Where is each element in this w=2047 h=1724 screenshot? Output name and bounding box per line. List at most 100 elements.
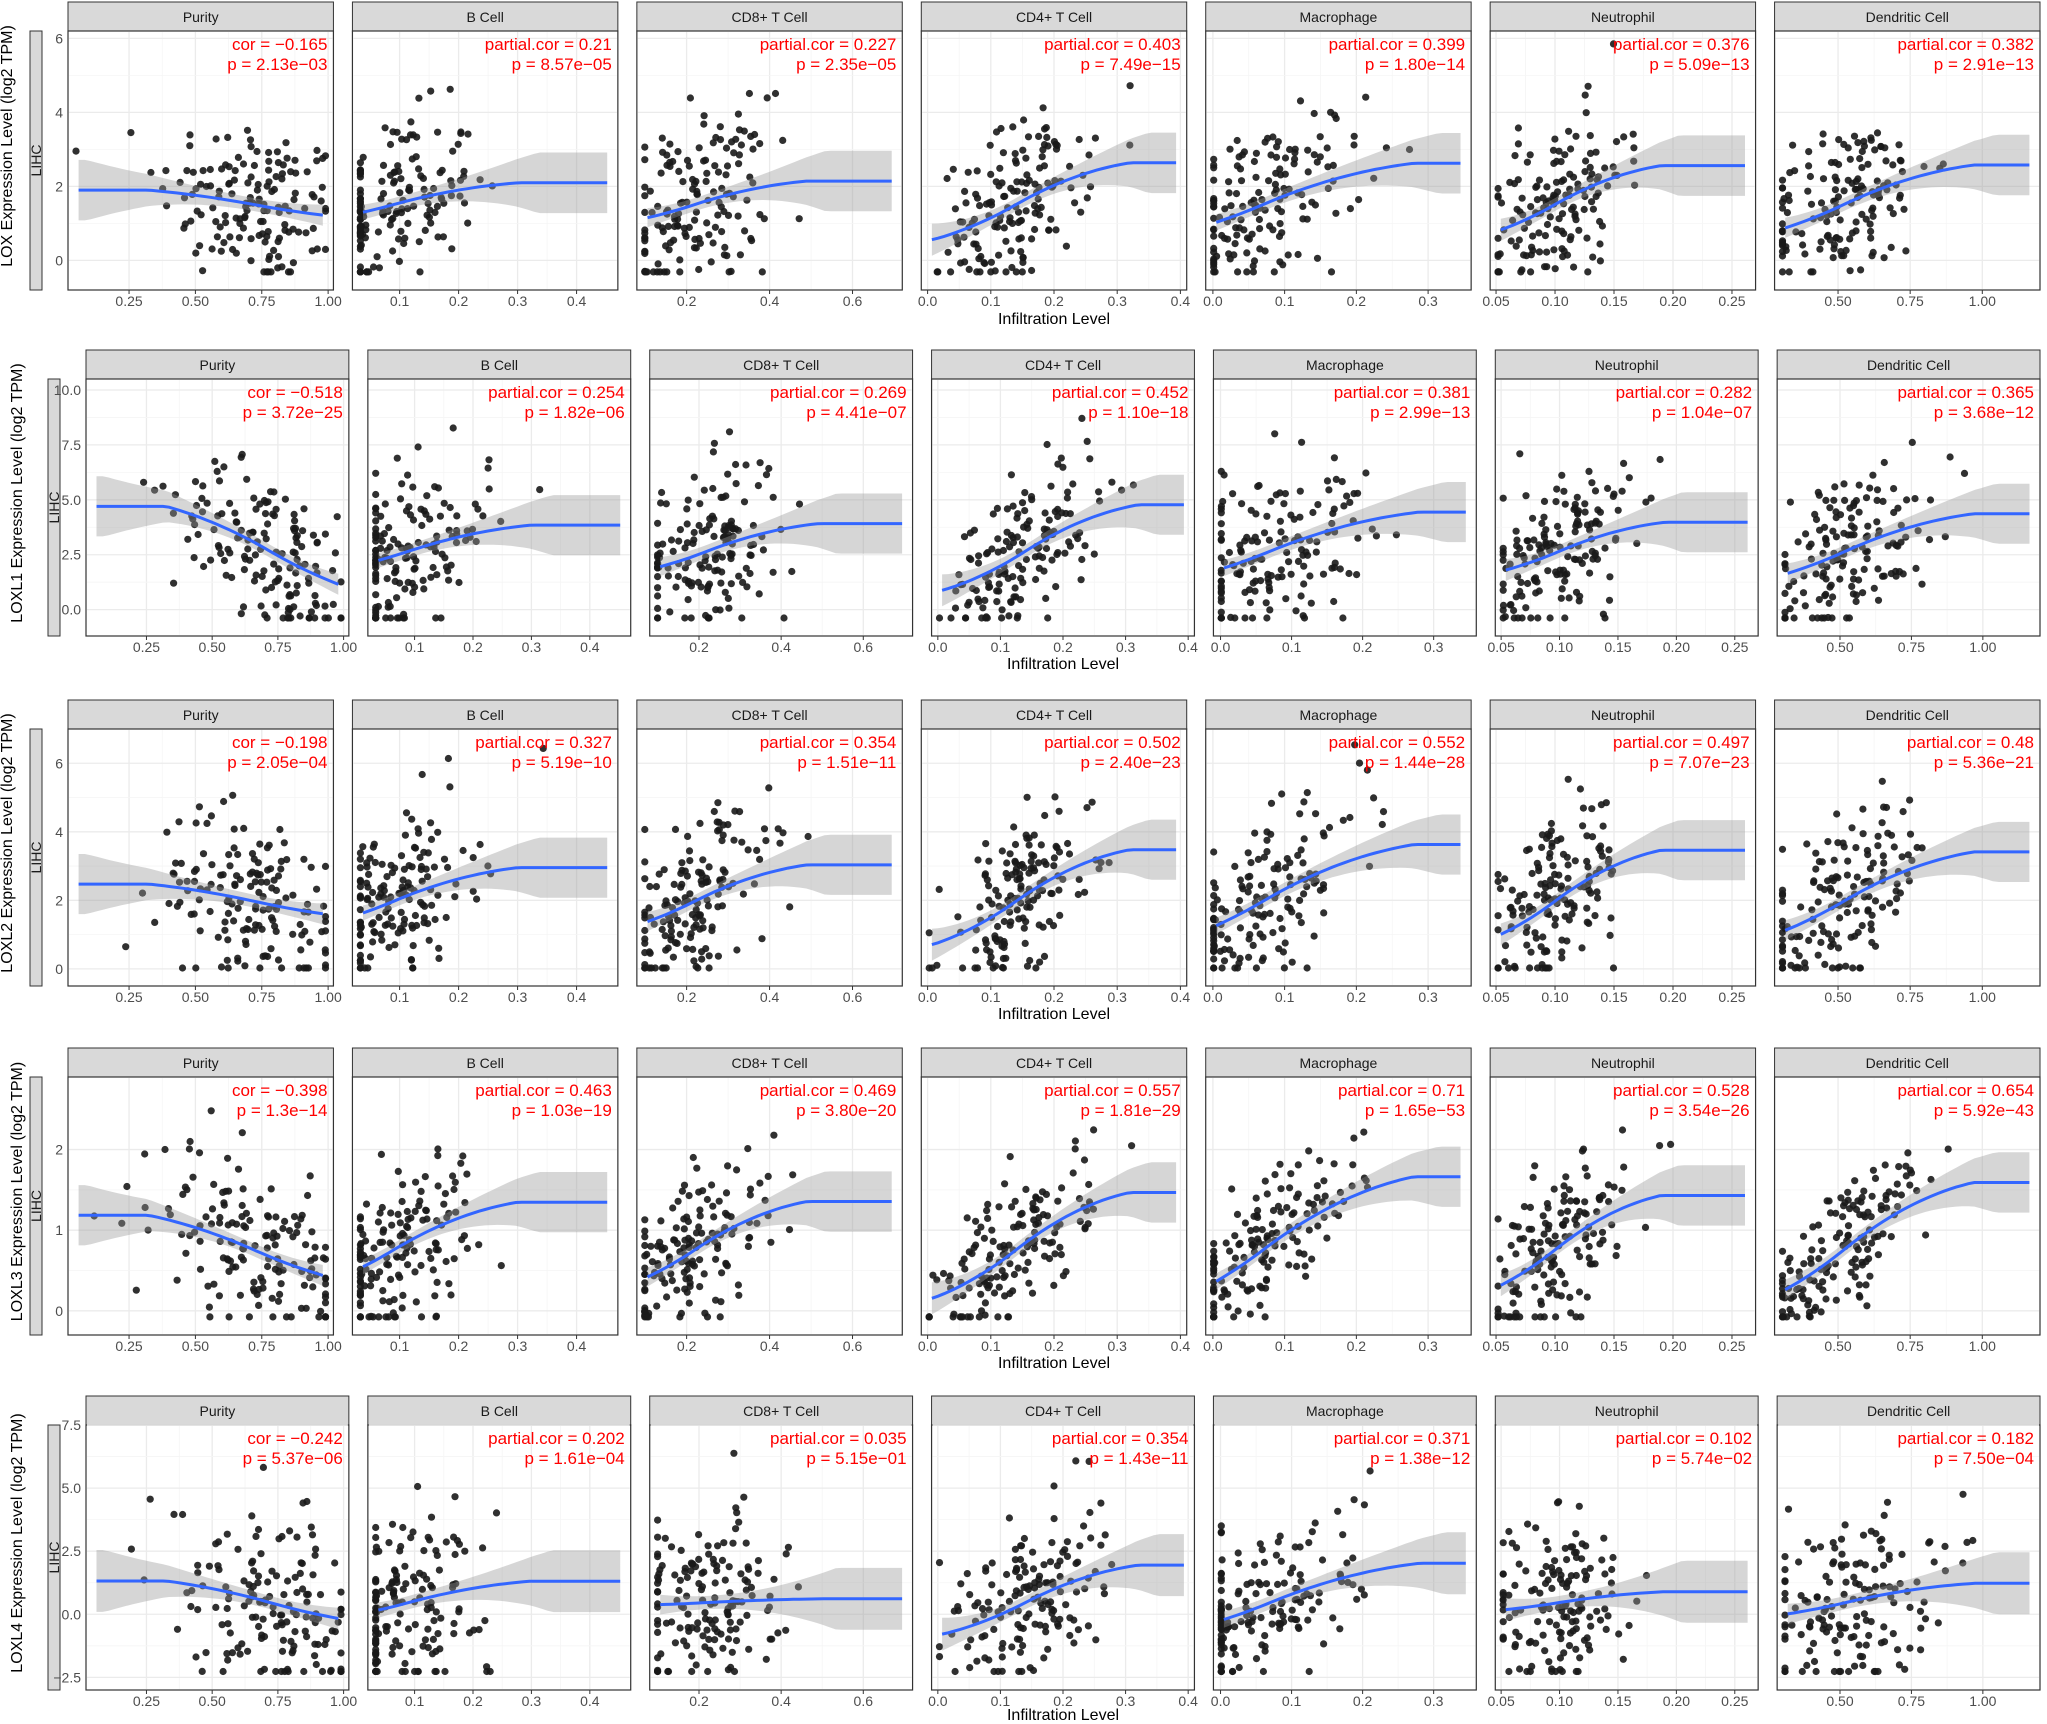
x-tick-label: 0.0 (918, 293, 938, 309)
scatter-point (1039, 1211, 1047, 1219)
scatter-point (272, 601, 280, 609)
scatter-point (446, 503, 454, 512)
scatter-point (698, 948, 706, 956)
scatter-point (961, 187, 969, 195)
scatter-point (1823, 218, 1831, 226)
scatter-point (1261, 206, 1269, 214)
scatter-point (1249, 565, 1257, 573)
scatter-point (433, 571, 441, 579)
scatter-point (1527, 948, 1535, 956)
scatter-point (1801, 964, 1809, 972)
scatter-point (1249, 579, 1257, 587)
scatter-point (662, 500, 670, 508)
scatter-point (717, 1298, 725, 1306)
scatter-point (1578, 559, 1586, 568)
scatter-point (1589, 253, 1597, 261)
scatter-point (653, 1302, 661, 1310)
scatter-point (127, 129, 135, 137)
scatter-point (718, 837, 726, 845)
scatter-point (196, 242, 204, 250)
scatter-point (197, 180, 205, 188)
p-value-label: p = 1.81e−29 (1080, 1101, 1180, 1120)
x-tick-label: 0.50 (182, 293, 209, 309)
scatter-point (703, 169, 711, 177)
scatter-point (1310, 151, 1318, 159)
scatter-point (241, 962, 249, 970)
scatter-point (434, 128, 442, 136)
scatter-point (274, 577, 282, 585)
scatter-point (304, 964, 312, 972)
scatter-point (743, 583, 751, 591)
scatter-point (1537, 1300, 1545, 1308)
scatter-point (975, 552, 983, 560)
scatter-point (1509, 1299, 1517, 1307)
scatter-point (1031, 180, 1039, 188)
scatter-point (311, 614, 319, 622)
scatter-point (214, 542, 222, 550)
scatter-point (658, 1246, 666, 1254)
scatter-point (1501, 875, 1509, 883)
scatter-point (1330, 1160, 1338, 1168)
scatter-point (1210, 248, 1218, 256)
x-tick-label: 0.75 (248, 293, 275, 309)
scatter-point (1300, 835, 1308, 843)
scatter-point (1032, 1205, 1040, 1214)
scatter-point (445, 526, 453, 534)
scatter-point (1840, 252, 1848, 260)
scatter-point (1233, 1277, 1241, 1285)
correlation-label: partial.cor = 0.21 (485, 35, 612, 54)
scatter-point (1864, 160, 1872, 168)
scatter-point (1250, 157, 1258, 166)
x-tick-label: 0.2 (1353, 639, 1373, 655)
scatter-point (1069, 1169, 1077, 1177)
panel-strip-label: Macrophage (1300, 9, 1378, 25)
scatter-point (378, 537, 386, 545)
scatter-point (686, 94, 695, 102)
scatter-point (1553, 225, 1561, 233)
scatter-point (984, 549, 992, 557)
scatter-points (140, 450, 345, 622)
scatter-point (673, 1286, 681, 1294)
scatter-point (460, 172, 468, 180)
scatter-point (194, 530, 202, 539)
scatter-point (274, 1297, 283, 1305)
scatter-point (291, 189, 299, 197)
p-value-label: p = 1.51e−11 (797, 753, 896, 772)
scatter-point (1032, 964, 1040, 972)
confidence-band (378, 495, 621, 568)
scatter-point (1581, 508, 1589, 516)
scatter-point (1591, 552, 1599, 560)
scatter-point (734, 110, 743, 118)
scatter-points (372, 424, 544, 622)
scatter-point (222, 219, 230, 227)
scatter-point (1298, 438, 1306, 446)
scatter-point (371, 858, 379, 867)
scatter-point (293, 582, 301, 590)
scatter-point (293, 538, 301, 547)
x-tick-label: 0.15 (1600, 293, 1627, 309)
scatter-points (641, 89, 803, 276)
scatter-point (1300, 614, 1309, 622)
scatter-point (1553, 485, 1561, 493)
scatter-point (1316, 1157, 1324, 1165)
scatter-point (704, 582, 712, 590)
scatter-point (1494, 964, 1502, 972)
scatter-point (1538, 843, 1546, 852)
scatter-point (1004, 874, 1012, 882)
scatter-point (1629, 130, 1637, 138)
scatter-point (408, 815, 416, 823)
scatter-point (387, 1209, 395, 1217)
scatter-point (199, 267, 207, 275)
scatter-point (677, 883, 685, 891)
p-value-label: p = 3.80e−20 (796, 1101, 896, 1120)
scatter-point (1017, 234, 1025, 242)
panel-strip-label: CD4+ T Cell (1016, 1055, 1092, 1071)
scatter-point (711, 552, 719, 560)
scatter-point (1013, 514, 1021, 522)
scatter-point (1514, 614, 1522, 622)
scatter-point (684, 558, 692, 567)
scatter-point (1044, 614, 1052, 622)
